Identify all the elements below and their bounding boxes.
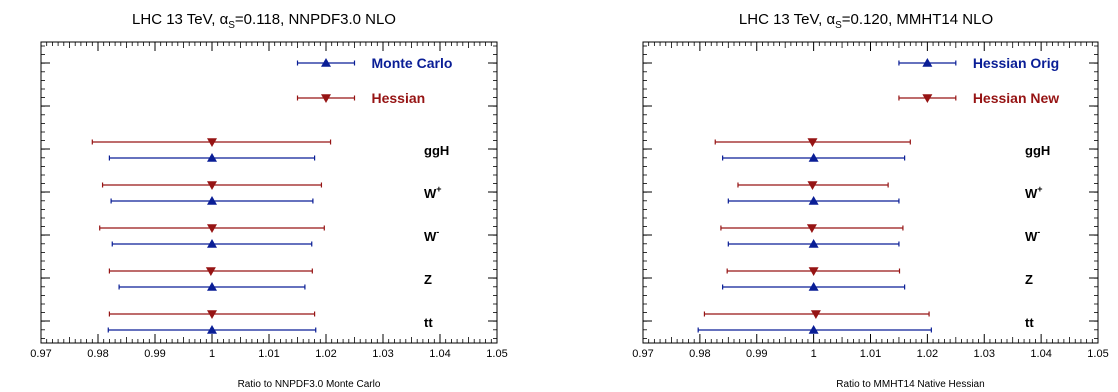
process-label: W+	[424, 184, 442, 201]
series-1-point-marker	[808, 239, 819, 248]
legend-label: Hessian New	[973, 90, 1059, 106]
series-2-point-marker	[207, 224, 217, 233]
series-2-point-marker	[810, 310, 821, 319]
process-label: Z	[1025, 272, 1033, 287]
process-label-main: tt	[424, 315, 433, 330]
x-axis-label: Ratio to NNPDF3.0 Monte Carlo	[238, 379, 381, 390]
process-label: W-	[1025, 227, 1040, 244]
x-tick-label: 1.04	[1030, 348, 1051, 360]
series-1-point-marker	[808, 325, 819, 334]
series-1-point-marker	[207, 196, 217, 205]
chart-title: LHC 13 TeV, αS=0.120, MMHT14 NLO	[739, 11, 993, 31]
x-tick-label: 1.03	[372, 348, 393, 360]
x-tick-label: 1.04	[429, 348, 450, 360]
chart-title-rest: =0.120, MMHT14 NLO	[842, 11, 993, 28]
process-label: W-	[424, 227, 439, 244]
process-label: ggH	[424, 143, 449, 158]
x-axis-label: Ratio to MMHT14 Native Hessian	[836, 379, 984, 390]
process-label-superscript: +	[1037, 184, 1042, 194]
series-2-point-marker	[807, 181, 818, 190]
process-label-main: Z	[1025, 272, 1033, 287]
series-1-point-marker	[808, 282, 819, 291]
x-tick-label: 0.98	[87, 348, 108, 360]
process-label-superscript: -	[1037, 227, 1040, 237]
series-1-point-marker	[207, 239, 217, 248]
process-label-main: W	[1025, 186, 1038, 201]
process-label-main: Z	[424, 272, 432, 287]
series-2-point-marker	[205, 267, 216, 276]
process-label-main: W	[424, 229, 437, 244]
legend-marker	[922, 94, 933, 103]
series-1-point-marker	[207, 153, 217, 162]
x-tick-label: 1.02	[315, 348, 336, 360]
x-tick-label: 0.99	[144, 348, 165, 360]
legend-marker	[922, 58, 933, 67]
x-tick-label: 0.97	[632, 348, 653, 360]
x-tick-label: 0.99	[746, 348, 767, 360]
process-label-main: ggH	[1025, 143, 1050, 158]
chart-title-subscript: S	[835, 20, 842, 31]
x-tick-label: 1	[209, 348, 215, 360]
process-label: tt	[1025, 315, 1034, 330]
series-2-point-marker	[207, 138, 217, 147]
series-1-point-marker	[207, 325, 217, 334]
chart-title-rest: =0.118, NNPDF3.0 NLO	[235, 11, 396, 28]
legend-label: Monte Carlo	[372, 55, 453, 71]
process-label-main: W	[1025, 229, 1038, 244]
series-2-point-marker	[808, 267, 819, 276]
x-tick-label: 0.98	[689, 348, 710, 360]
x-tick-label: 1.01	[258, 348, 279, 360]
chart-title: LHC 13 TeV, αS=0.118, NNPDF3.0 NLO	[132, 11, 396, 31]
chart-title-main: LHC 13 TeV, α	[739, 11, 836, 28]
process-label: tt	[424, 315, 433, 330]
right-panel: LHC 13 TeV, αS=0.120, MMHT14 NLO 0.97 0.98…	[632, 11, 1108, 390]
legend-marker	[321, 58, 331, 67]
process-label: ggH	[1025, 143, 1050, 158]
process-label: Z	[424, 272, 432, 287]
legend-label: Hessian Orig	[973, 55, 1059, 71]
series-1-point-marker	[808, 196, 819, 205]
x-tick-label: 1.05	[1087, 348, 1108, 360]
x-tick-label: 1	[811, 348, 817, 360]
process-label-main: tt	[1025, 315, 1034, 330]
process-label-superscript: -	[436, 227, 439, 237]
x-tick-label: 0.97	[30, 348, 51, 360]
legend-marker	[321, 94, 331, 103]
series-1-point-marker	[207, 282, 217, 291]
series-2-point-marker	[207, 181, 217, 190]
left-panel: LHC 13 TeV, αS=0.118, NNPDF3.0 NLO 0.97 0.…	[30, 11, 507, 390]
process-label-main: ggH	[424, 143, 449, 158]
process-label: W+	[1025, 184, 1043, 201]
x-tick-label: 1.03	[974, 348, 995, 360]
process-label-main: W	[424, 186, 437, 201]
chart-title-subscript: S	[228, 20, 235, 31]
series-2-point-marker	[207, 310, 217, 319]
series-1-point-marker	[808, 153, 819, 162]
process-label-superscript: +	[436, 184, 441, 194]
series-2-point-marker	[807, 138, 818, 147]
series-2-point-marker	[806, 224, 817, 233]
x-tick-label: 1.05	[486, 348, 507, 360]
chart-title-main: LHC 13 TeV, α	[132, 11, 229, 28]
legend-label: Hessian	[372, 90, 426, 106]
x-tick-label: 1.01	[860, 348, 881, 360]
x-tick-label: 1.02	[917, 348, 938, 360]
